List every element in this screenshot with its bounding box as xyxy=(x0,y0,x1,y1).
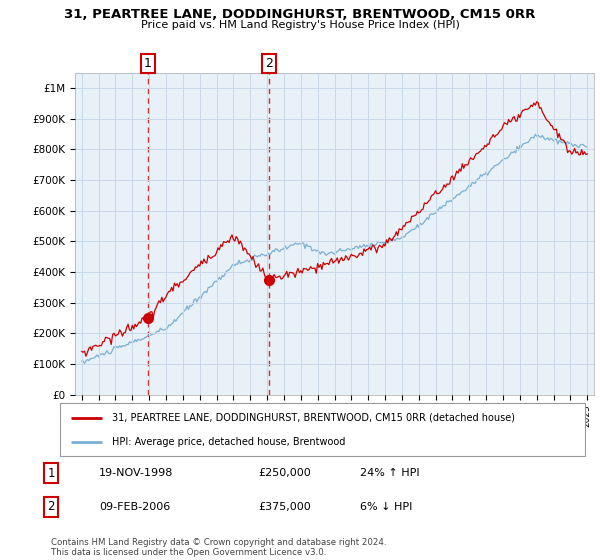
Text: 31, PEARTREE LANE, DODDINGHURST, BRENTWOOD, CM15 0RR: 31, PEARTREE LANE, DODDINGHURST, BRENTWO… xyxy=(64,8,536,21)
Text: 2: 2 xyxy=(265,57,273,70)
Text: 31, PEARTREE LANE, DODDINGHURST, BRENTWOOD, CM15 0RR (detached house): 31, PEARTREE LANE, DODDINGHURST, BRENTWO… xyxy=(113,413,515,423)
Text: 24% ↑ HPI: 24% ↑ HPI xyxy=(360,468,419,478)
Text: 6% ↓ HPI: 6% ↓ HPI xyxy=(360,502,412,512)
Text: HPI: Average price, detached house, Brentwood: HPI: Average price, detached house, Bren… xyxy=(113,437,346,447)
Text: £375,000: £375,000 xyxy=(258,502,311,512)
Text: Price paid vs. HM Land Registry's House Price Index (HPI): Price paid vs. HM Land Registry's House … xyxy=(140,20,460,30)
FancyBboxPatch shape xyxy=(60,403,585,456)
Text: 19-NOV-1998: 19-NOV-1998 xyxy=(99,468,173,478)
Text: 2: 2 xyxy=(47,500,55,514)
Text: 1: 1 xyxy=(47,466,55,480)
Text: 1: 1 xyxy=(144,57,152,70)
Text: 09-FEB-2006: 09-FEB-2006 xyxy=(99,502,170,512)
Text: Contains HM Land Registry data © Crown copyright and database right 2024.
This d: Contains HM Land Registry data © Crown c… xyxy=(51,538,386,557)
Text: £250,000: £250,000 xyxy=(258,468,311,478)
